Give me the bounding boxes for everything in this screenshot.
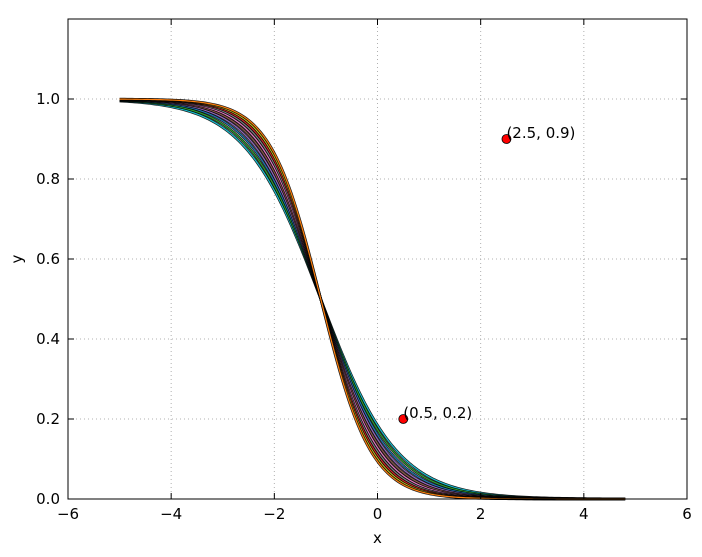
x-tick-label: 4 [579,505,589,523]
axis-ticks: −6 −4 −2 0 2 4 6 0.0 0.2 0.4 0.6 0.8 1.0 [36,19,692,523]
y-axis-label: y [8,254,26,263]
x-axis-label: x [373,529,382,547]
annotated-point-marker [398,414,409,424]
y-tick-label: 0.6 [36,250,60,268]
annotated-point-marker [501,134,512,144]
annotated-point-label: (0.5, 0.2) [403,404,472,422]
y-tick-label: 0.2 [36,410,60,428]
y-tick-label: 1.0 [36,90,60,108]
y-tick-label: 0.4 [36,330,60,348]
x-tick-label: −6 [57,505,79,523]
y-tick-label: 0.8 [36,170,60,188]
x-tick-label: −4 [160,505,182,523]
x-tick-label: 0 [373,505,383,523]
x-tick-label: 6 [682,505,692,523]
annotated-points: (0.5, 0.2) (2.5, 0.9) [398,124,575,424]
x-tick-label: −2 [263,505,285,523]
annotated-point-label: (2.5, 0.9) [506,124,575,142]
x-tick-label: 2 [476,505,486,523]
y-tick-label: 0.0 [36,490,60,508]
